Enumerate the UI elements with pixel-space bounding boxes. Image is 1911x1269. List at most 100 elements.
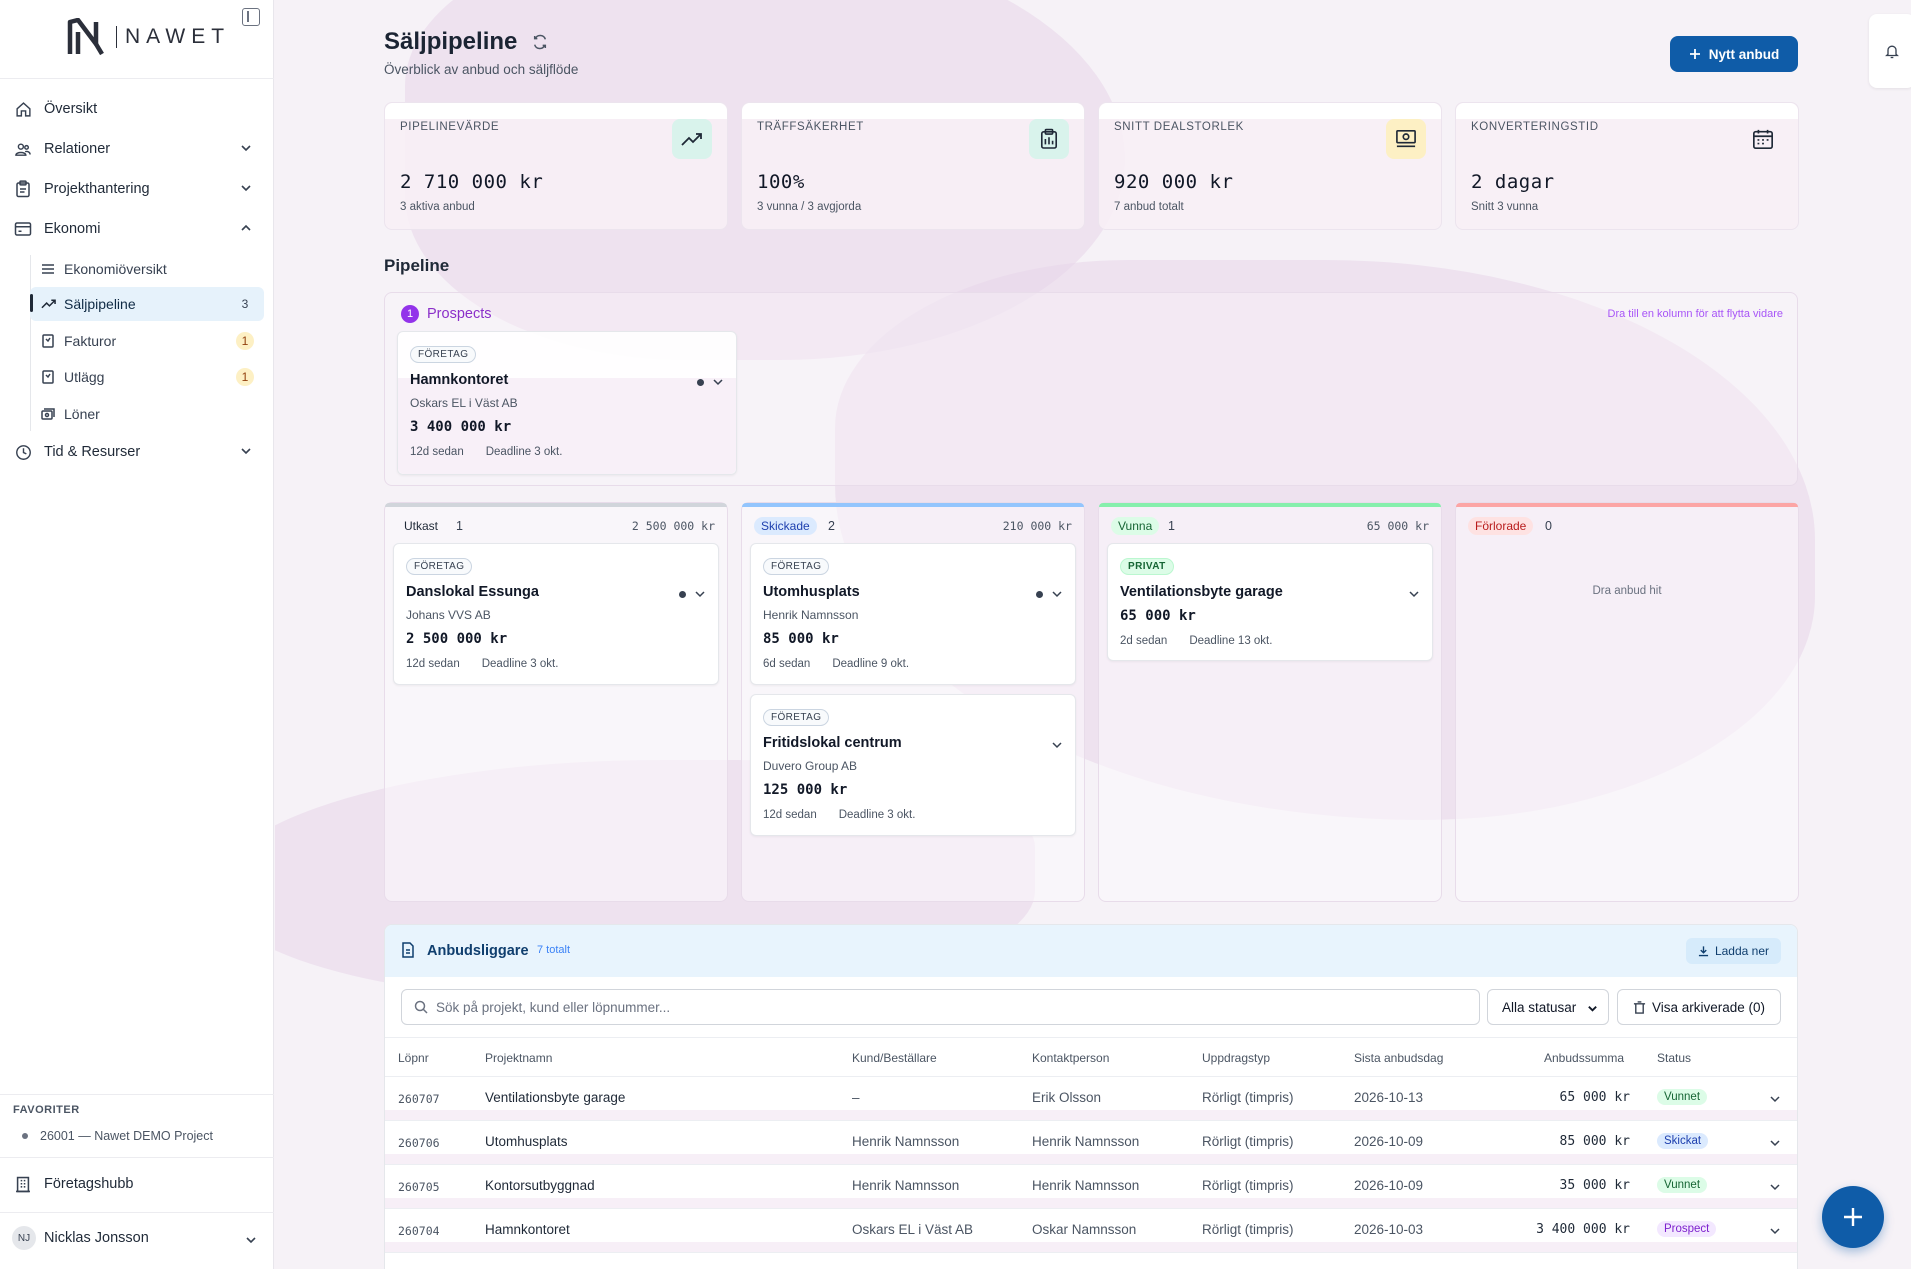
stat-value: 2 710 000 kr <box>400 171 544 193</box>
sidebar-collapse-icon[interactable] <box>242 8 260 26</box>
status-filter-select[interactable]: Alla statusar <box>1487 989 1609 1025</box>
card-meta: 12d sedan Deadline 3 okt. <box>410 446 562 458</box>
chevron-down-icon[interactable] <box>694 588 706 600</box>
column-header[interactable]: Kontaktperson <box>1032 1051 1110 1065</box>
column-header[interactable]: Kund/Beställare <box>852 1051 937 1065</box>
card-amount: 85 000 kr <box>763 631 839 647</box>
column-name: Skickade <box>754 517 817 535</box>
stat-sub: 7 anbud totalt <box>1114 201 1184 213</box>
search-input[interactable] <box>436 999 1436 1015</box>
chevron-down-icon[interactable] <box>245 1234 257 1246</box>
cell-type: Rörligt (timpris) <box>1202 1222 1294 1237</box>
notifications-button[interactable] <box>1869 14 1911 88</box>
favorite-item[interactable]: 26001 — Nawet DEMO Project <box>22 1129 213 1143</box>
column-header[interactable]: Anbudssumma <box>1544 1051 1625 1065</box>
cell-client: Henrik Namnsson <box>852 1178 960 1193</box>
empty-drop-hint: Dra anbud hit <box>1592 585 1662 597</box>
receipt-icon <box>40 369 56 385</box>
download-label: Ladda ner <box>1714 944 1769 958</box>
card-amount: 125 000 kr <box>763 782 848 798</box>
chevron-down-icon[interactable] <box>1051 588 1063 600</box>
cell-project: Hamnkontoret <box>485 1222 570 1237</box>
brand-logo[interactable]: NAWET <box>66 18 230 56</box>
money-icon <box>40 406 56 422</box>
column-forlorade[interactable]: Förlorade 0 Dra anbud hit <box>1455 502 1799 902</box>
search-field[interactable] <box>401 989 1480 1025</box>
user-name: Nicklas Jonsson <box>44 1230 149 1246</box>
stat-card-hit-rate: TRÄFFSÄKERHET 100% 3 vunna / 3 avgjorda <box>741 102 1085 230</box>
sidebar-item-fakturor[interactable]: Fakturor 1 <box>30 324 264 358</box>
sidebar-item-ekonomioversikt[interactable]: Ekonomiöversikt <box>30 252 264 286</box>
stat-label: SNITT DEALSTORLEK <box>1114 121 1244 133</box>
cell-client: Oskars EL i Väst AB <box>852 1222 974 1237</box>
card-header-strip <box>1456 103 1798 119</box>
table-row[interactable]: 260707 Ventilationsbyte garage – Erik Ol… <box>385 1077 1797 1121</box>
table-row[interactable]: 260704 Hamnkontoret Oskars EL i Väst AB … <box>385 1209 1797 1253</box>
column-sum: 2 500 000 kr <box>631 519 715 533</box>
sidebar-item-saljpipeline[interactable]: Säljpipeline 3 <box>30 287 264 321</box>
chevron-down-icon[interactable] <box>1769 1225 1781 1237</box>
chevron-up-icon <box>241 224 251 231</box>
nav-item-foretagshubb[interactable]: Företagshubb <box>14 1166 262 1202</box>
column-header[interactable]: Löpnr <box>398 1051 429 1065</box>
chevron-down-icon[interactable] <box>712 376 724 388</box>
sidebar-item-utlagg[interactable]: Utlägg 1 <box>30 360 264 394</box>
card-age: 6d sedan <box>763 658 811 670</box>
chevron-down-icon[interactable] <box>1051 739 1063 751</box>
card-header-strip <box>385 103 727 119</box>
divider <box>0 78 274 79</box>
show-archived-button[interactable]: Visa arkiverade (0) <box>1617 989 1781 1025</box>
bid-card[interactable]: FÖRETAG Hamnkontoret Oskars EL i Väst AB… <box>397 331 737 475</box>
stat-sub: 3 aktiva anbud <box>400 201 475 213</box>
row-band <box>385 1110 1797 1120</box>
cell-client: – <box>852 1090 860 1105</box>
stat-value: 100% <box>757 171 805 193</box>
bid-card[interactable]: FÖRETAG Danslokal Essunga Johans VVS AB … <box>393 543 719 685</box>
cell-client: Henrik Namnsson <box>852 1134 960 1149</box>
column-skickade[interactable]: Skickade 2 210 000 kr FÖRETAG Utomhuspla… <box>741 502 1085 902</box>
nawet-logo-mark-icon <box>67 18 104 56</box>
table-row[interactable]: 260705 Kontorsutbyggnad Henrik Namnsson … <box>385 1165 1797 1209</box>
cell-sum: 85 000 kr <box>1559 1134 1630 1149</box>
column-sum: 210 000 kr <box>1002 519 1072 533</box>
column-header[interactable]: Status <box>1657 1051 1692 1065</box>
user-menu[interactable]: NJ Nicklas Jonsson <box>12 1226 149 1250</box>
column-header[interactable]: Projektnamn <box>485 1051 553 1065</box>
column-header[interactable]: Uppdragstyp <box>1202 1051 1271 1065</box>
column-name: Utkast <box>404 519 439 533</box>
nav-item-relationer[interactable]: Relationer <box>14 131 262 167</box>
sidebar-item-loner[interactable]: Löner <box>30 397 264 431</box>
type-tag: FÖRETAG <box>410 346 477 363</box>
nav-item-ekonomi[interactable]: Ekonomi <box>14 211 262 247</box>
chevron-down-icon[interactable] <box>1408 588 1420 600</box>
bid-card[interactable]: FÖRETAG Fritidslokal centrum Duvero Grou… <box>750 694 1076 836</box>
chevron-down-icon[interactable] <box>1769 1137 1781 1149</box>
card-deadline: Deadline 3 okt. <box>485 446 563 458</box>
column-utkast[interactable]: Utkast 1 2 500 000 kr FÖRETAG Danslokal … <box>384 502 728 902</box>
prospects-column[interactable]: 1 Prospects Dra till en kolumn för att f… <box>384 292 1798 486</box>
nav-item-projekthantering[interactable]: Projekthantering <box>14 171 262 207</box>
bid-card[interactable]: PRIVAT Ventilationsbyte garage 65 000 kr… <box>1107 543 1433 661</box>
plus-icon <box>1844 1208 1862 1226</box>
refresh-icon[interactable] <box>532 34 548 50</box>
pipeline-heading: Pipeline <box>384 256 450 275</box>
quick-add-button[interactable] <box>1822 1186 1884 1248</box>
show-archived-label: Visa arkiverade (0) <box>1651 999 1766 1015</box>
bid-card[interactable]: FÖRETAG Utomhusplats Henrik Namnsson 85 … <box>750 543 1076 685</box>
document-icon <box>402 942 414 958</box>
chevron-down-icon[interactable] <box>1769 1093 1781 1105</box>
table-row[interactable]: 260706 Utomhusplats Henrik Namnsson Henr… <box>385 1121 1797 1165</box>
column-vunna[interactable]: Vunna 1 65 000 kr PRIVAT Ventilationsbyt… <box>1098 502 1442 902</box>
nav-item-oversikt[interactable]: Översikt <box>14 91 262 127</box>
card-deadline: Deadline 13 okt. <box>1189 635 1273 647</box>
chevron-down-icon <box>241 145 251 152</box>
chevron-down-icon[interactable] <box>1769 1181 1781 1193</box>
nav-item-tid-resurser[interactable]: Tid & Resurser <box>14 434 262 470</box>
cell-nr: 260705 <box>398 1180 440 1194</box>
new-bid-button[interactable]: Nytt anbud <box>1670 36 1798 72</box>
plus-icon <box>1689 49 1700 59</box>
status-dot-icon <box>697 379 704 386</box>
download-button[interactable]: Ladda ner <box>1685 938 1781 964</box>
column-header[interactable]: Sista anbudsdag <box>1354 1051 1444 1065</box>
divider <box>0 1094 274 1095</box>
